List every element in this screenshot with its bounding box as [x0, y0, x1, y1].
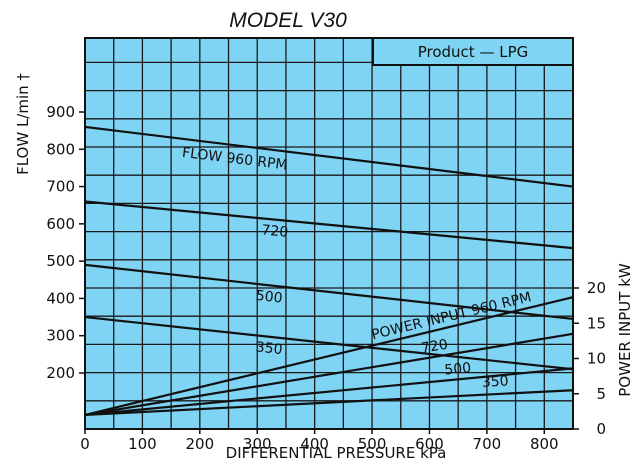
y-right-tick-label: 10	[587, 350, 606, 368]
y-right-tick-label: 5	[596, 385, 606, 403]
x-tick-label: 800	[530, 435, 559, 453]
y-right-tick-label: 20	[587, 279, 606, 297]
power-series-line	[84, 296, 574, 416]
x-tick-label: 500	[358, 435, 387, 453]
product-legend-box	[372, 37, 574, 66]
y-left-tick-label: 700	[46, 178, 75, 196]
y-left-tick-label: 800	[46, 140, 75, 158]
flow-curve-label: 500	[255, 288, 283, 307]
power-curve-label: 350	[482, 373, 510, 390]
x-tick-label: 0	[80, 435, 90, 453]
power-curve-label: 720	[420, 337, 449, 357]
plot-area	[85, 38, 573, 429]
x-tick-label: 300	[243, 435, 272, 453]
x-tick-label: 200	[186, 435, 215, 453]
power-series-line	[84, 367, 574, 416]
product-legend-text: Product — LPG	[418, 43, 529, 61]
y-right-tick-label: 0	[596, 420, 606, 438]
y-left-tick-label: 600	[46, 215, 75, 233]
y-left-tick-label: 400	[46, 289, 75, 307]
y-right-tick-label: 15	[587, 314, 606, 332]
x-tick-label: 100	[128, 435, 157, 453]
y-left-tick-label: 300	[46, 327, 75, 345]
power-curve-label: 500	[444, 360, 472, 378]
flow-series-line	[84, 315, 574, 371]
x-tick-label: 600	[415, 435, 444, 453]
y-axis-right-label: POWER INPUT kW	[616, 263, 634, 397]
x-tick-label: 400	[300, 435, 329, 453]
chart-title: MODEL V30	[229, 9, 347, 32]
y-left-tick-label: 900	[46, 103, 75, 121]
product-legend: Product — LPG	[372, 37, 574, 66]
flow-curve-label: 720	[261, 222, 289, 240]
flow-series-line	[84, 200, 574, 250]
flow-series-line	[84, 263, 574, 321]
plot-frame	[84, 37, 574, 430]
y-axis-left-label: FLOW L/min †	[14, 73, 32, 175]
y-left-tick-label: 200	[46, 364, 75, 382]
y-left-tick-label: 500	[46, 252, 75, 270]
x-axis-label: DIFFERENTIAL PRESSURE kPa	[226, 444, 447, 462]
power-series-line	[84, 389, 574, 416]
power-series-line	[84, 332, 574, 416]
flow-curve-label: 350	[255, 339, 283, 358]
x-tick-label: 700	[473, 435, 502, 453]
flow-series-line	[84, 125, 574, 188]
